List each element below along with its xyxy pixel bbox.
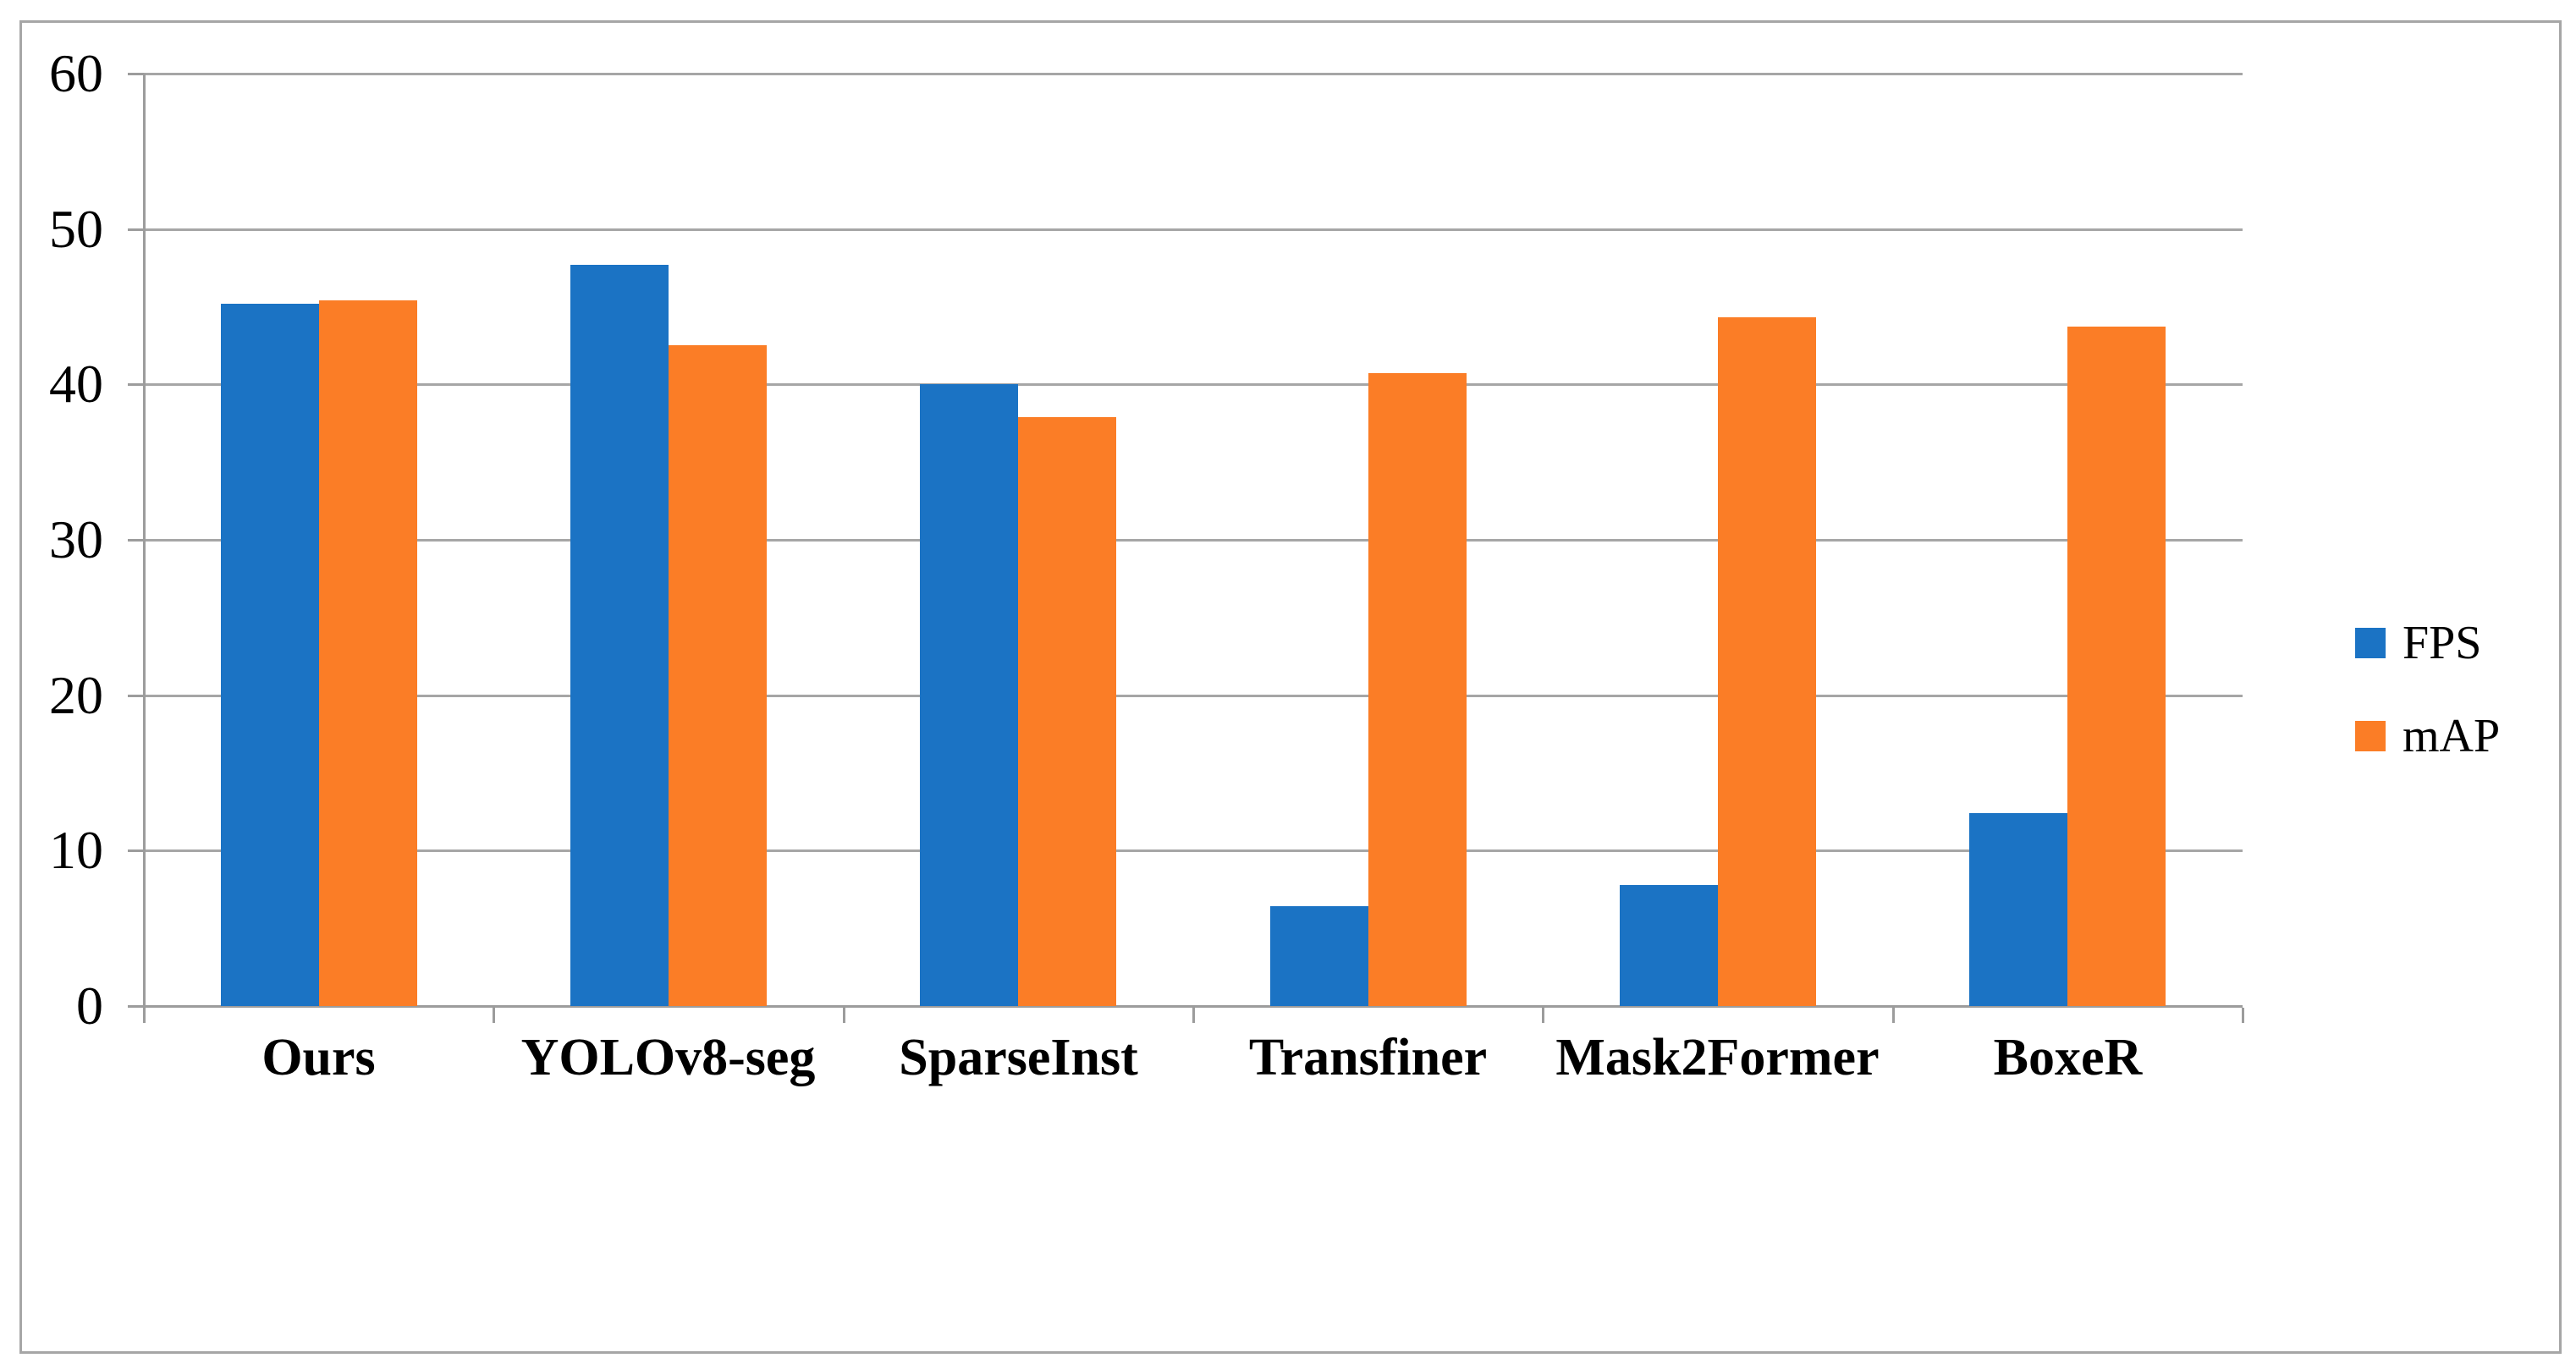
- chart-border: [19, 20, 2562, 1354]
- y-axis-label-0: 0: [76, 976, 103, 1036]
- y-tick-10: [128, 849, 144, 852]
- y-axis-label-50: 50: [49, 199, 103, 259]
- y-tick-40: [128, 383, 144, 386]
- category-label-transfiner: Transfiner: [1248, 1029, 1488, 1086]
- gridline-10: [144, 849, 2243, 852]
- gridline-60: [144, 73, 2243, 75]
- bar-fps-yolov8-seg: [570, 265, 669, 1006]
- x-tick-0: [143, 1008, 146, 1023]
- x-axis: [128, 1005, 2243, 1008]
- gridline-20: [144, 695, 2243, 697]
- x-tick-4: [1542, 1008, 1544, 1023]
- gridline-50: [144, 228, 2243, 231]
- bar-map-ours: [319, 300, 417, 1006]
- bar-map-boxer: [2067, 327, 2166, 1006]
- y-tick-20: [128, 695, 144, 697]
- y-axis-label-20: 20: [49, 665, 103, 725]
- bar-fps-boxer: [1969, 813, 2067, 1006]
- y-axis-label-40: 40: [49, 354, 103, 414]
- y-tick-30: [128, 539, 144, 542]
- legend-swatch-map: [2355, 721, 2386, 751]
- bar-fps-transfiner: [1270, 906, 1368, 1006]
- bar-map-yolov8-seg: [669, 345, 767, 1006]
- x-tick-5: [1892, 1008, 1895, 1023]
- y-axis-label-10: 10: [49, 820, 103, 880]
- x-tick-2: [843, 1008, 845, 1023]
- x-tick-6: [2242, 1008, 2244, 1023]
- category-label-ours: Ours: [261, 1029, 376, 1086]
- bar-fps-ours: [221, 304, 319, 1006]
- bar-map-sparseinst: [1018, 417, 1116, 1006]
- gridline-40: [144, 383, 2243, 386]
- bar-map-transfiner: [1368, 373, 1467, 1006]
- x-tick-3: [1192, 1008, 1195, 1023]
- y-tick-60: [128, 73, 144, 75]
- y-axis: [143, 74, 146, 1021]
- legend-label-map: mAP: [2403, 710, 2501, 762]
- y-axis-label-60: 60: [49, 43, 103, 103]
- bar-map-mask2former: [1718, 317, 1816, 1006]
- y-axis-label-30: 30: [49, 509, 103, 569]
- gridline-30: [144, 539, 2243, 542]
- x-tick-1: [493, 1008, 495, 1023]
- bar-fps-mask2former: [1620, 885, 1718, 1006]
- category-label-boxer: BoxeR: [1993, 1029, 2143, 1086]
- bar-fps-sparseinst: [920, 384, 1018, 1006]
- category-label-sparseinst: SparseInst: [899, 1029, 1138, 1086]
- y-tick-50: [128, 228, 144, 231]
- category-label-mask2former: Mask2Former: [1555, 1029, 1880, 1086]
- category-label-yolov8-seg: YOLOv8-seg: [520, 1029, 816, 1086]
- legend-label-fps: FPS: [2403, 617, 2482, 669]
- legend-swatch-fps: [2355, 628, 2386, 658]
